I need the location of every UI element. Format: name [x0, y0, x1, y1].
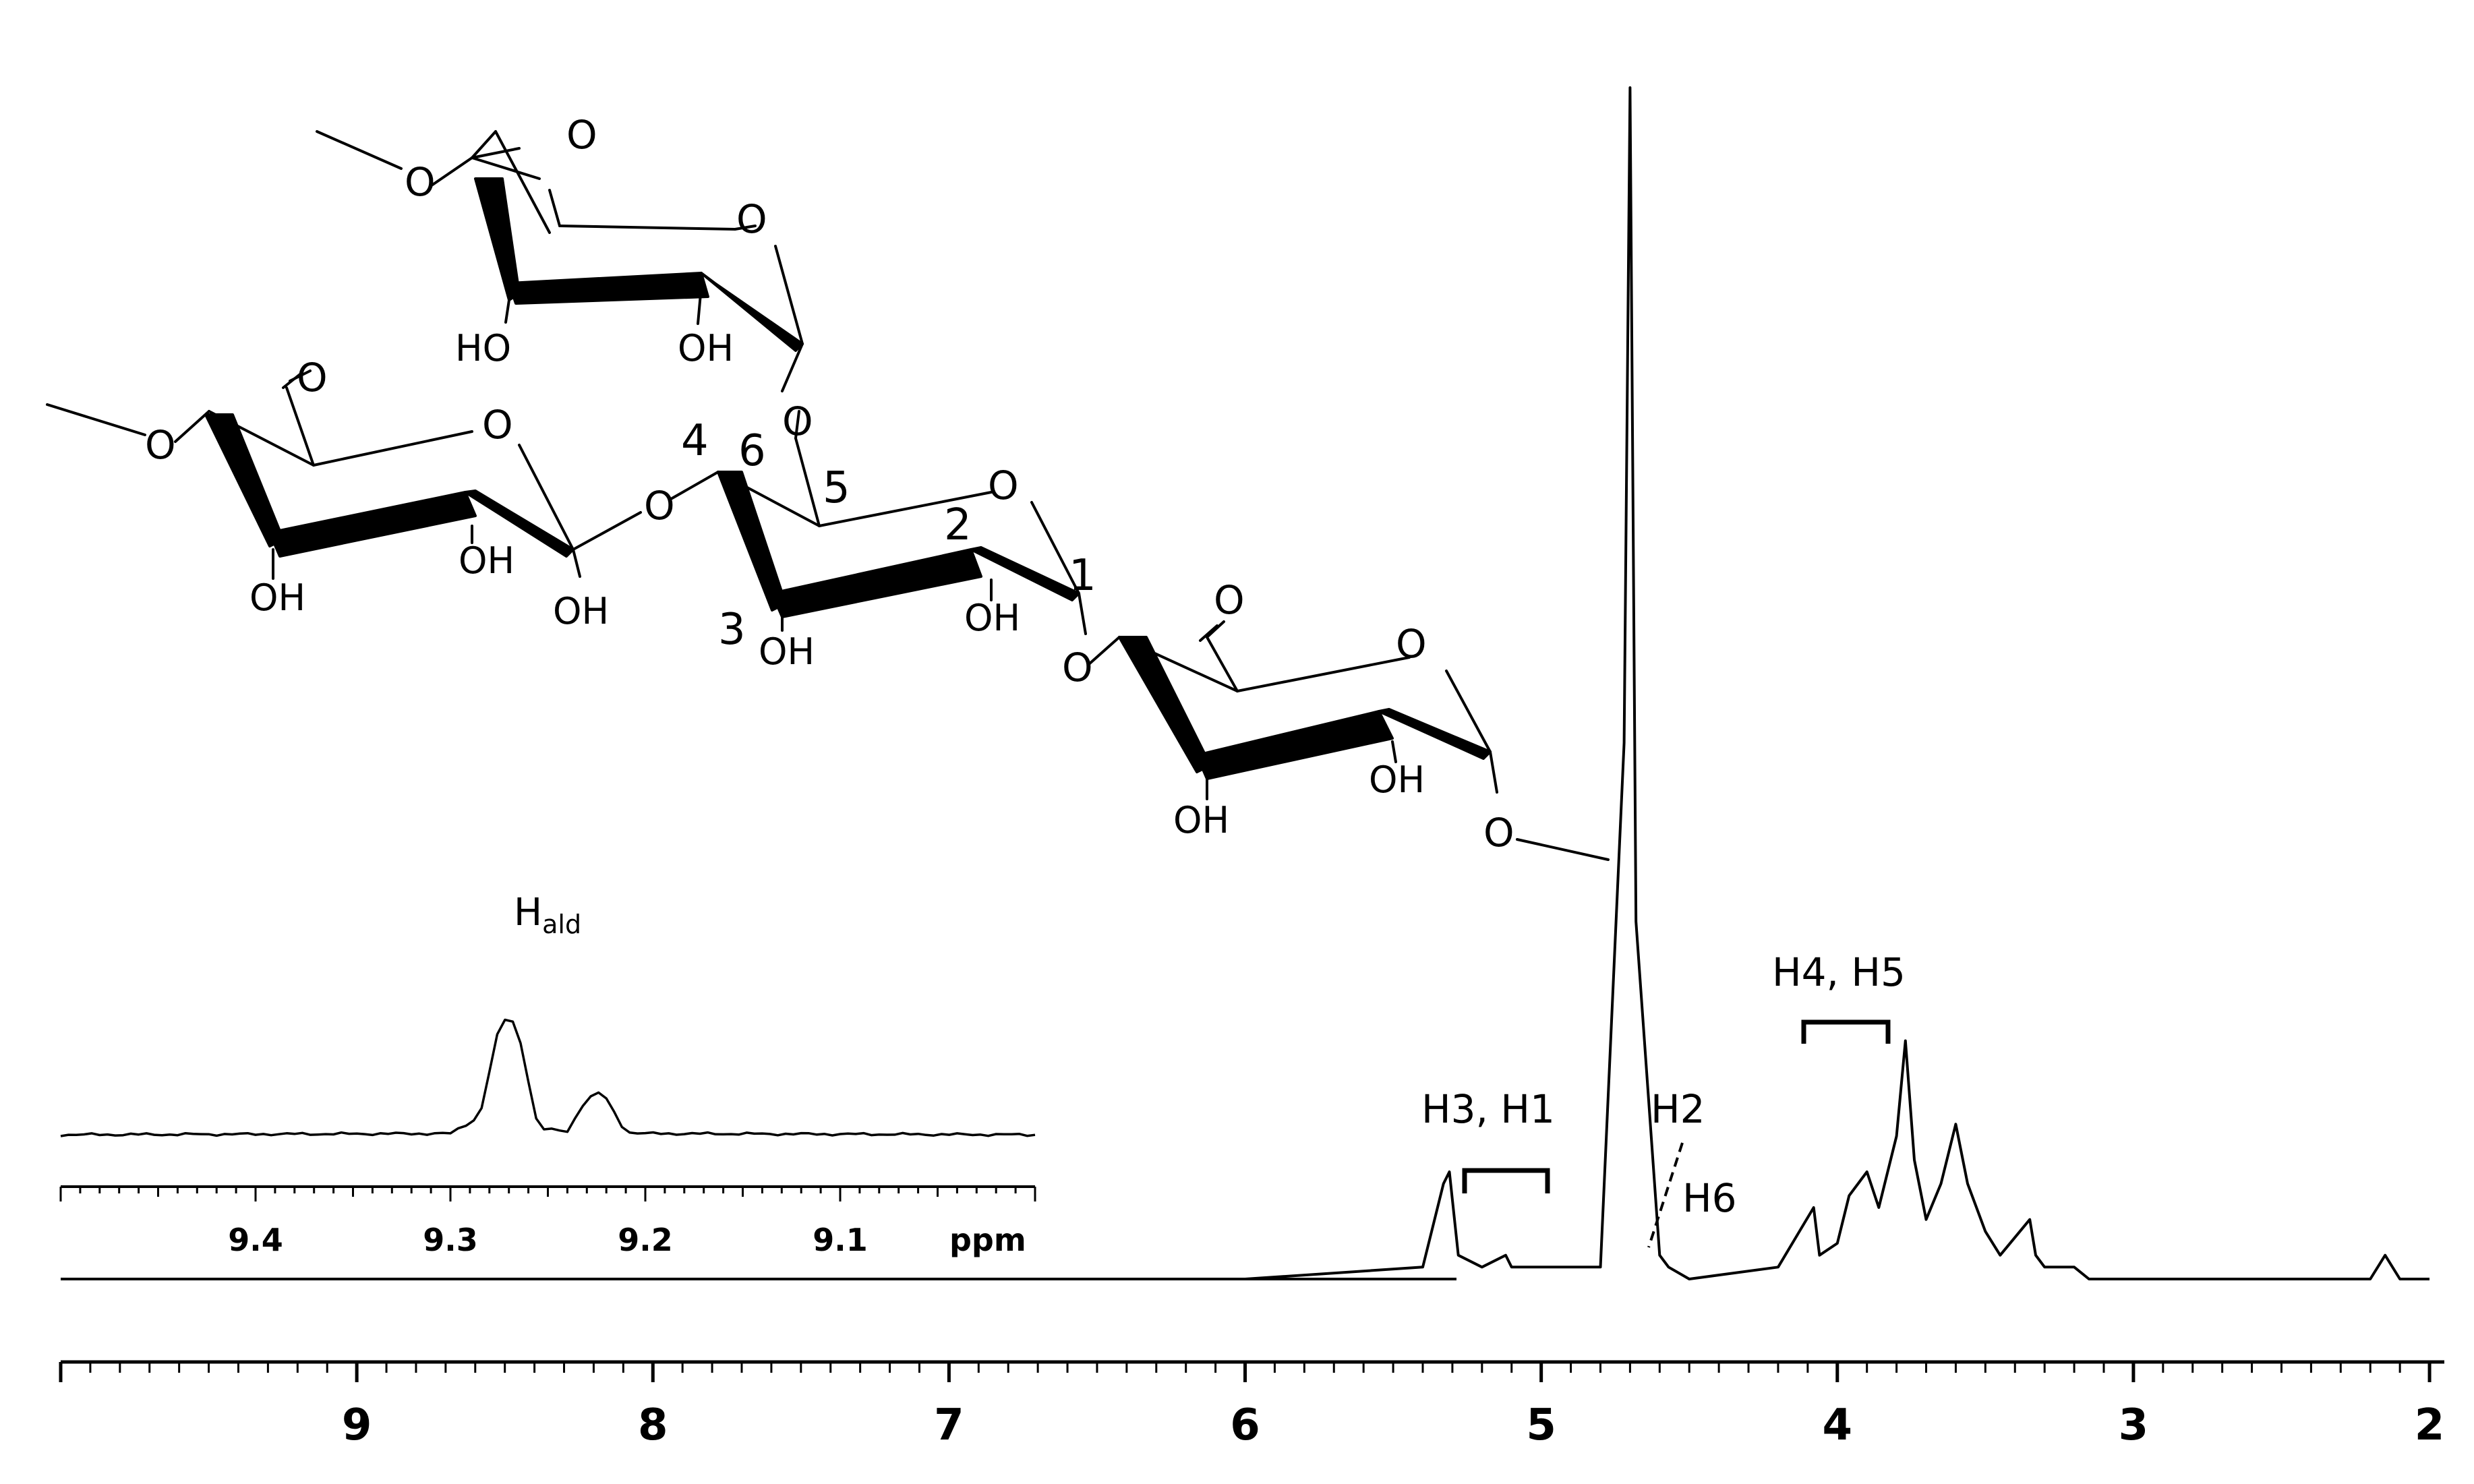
inset-tick-label: 9.1 [813, 1222, 868, 1258]
main-spectrum-trace [357, 86, 2429, 1280]
svg-text:3: 3 [718, 605, 746, 655]
svg-text:O: O [736, 196, 767, 242]
atom-labels: O O O HO OH O O O O O OH OH OH O OH OH O… [145, 112, 1514, 856]
svg-text:O: O [1062, 645, 1093, 690]
main-tick-label: 5 [1526, 1400, 1556, 1450]
svg-text:O: O [1483, 810, 1514, 856]
svg-text:OH: OH [1173, 799, 1229, 841]
svg-text:OH: OH [459, 539, 514, 582]
main-tick-labels: 9 8 7 6 5 4 3 2 [342, 1400, 2444, 1450]
inset-tick-label: 9.3 [423, 1222, 478, 1258]
main-x-axis [59, 1360, 2444, 1382]
ring-c [670, 410, 1087, 635]
svg-text:O: O [988, 463, 1019, 508]
inset-tick-label: 9.2 [618, 1222, 673, 1258]
svg-text:O: O [145, 422, 176, 468]
h2-h6-dashed-pointer [1647, 1142, 1684, 1248]
h4-h5-bracket [1801, 1019, 1891, 1044]
h3-h1-bracket [1462, 1168, 1550, 1193]
ring-a [316, 130, 804, 392]
main-tick-label: 3 [2119, 1400, 2149, 1450]
oligosaccharide-structure: O O O HO OH O O O O O OH OH OH O OH OH O… [46, 112, 1610, 861]
svg-text:O: O [482, 402, 513, 448]
inset-tick-label: 9.4 [228, 1222, 283, 1258]
h-ald-label: Hald [514, 891, 581, 939]
svg-text:OH: OH [964, 597, 1020, 639]
svg-text:O: O [566, 112, 597, 158]
svg-text:OH: OH [678, 327, 734, 369]
svg-text:5: 5 [823, 463, 850, 513]
inset-spectrum-trace [60, 1018, 1036, 1137]
svg-text:O: O [297, 355, 328, 400]
svg-text:O: O [405, 159, 436, 205]
svg-text:OH: OH [249, 576, 305, 619]
h2-label: H2 [1651, 1086, 1705, 1132]
svg-text:O: O [644, 483, 675, 529]
ring-d [1088, 620, 1610, 861]
svg-text:1: 1 [1069, 551, 1096, 601]
svg-text:OH: OH [553, 590, 609, 632]
main-tick-label: 6 [1230, 1400, 1260, 1450]
main-tick-label: 9 [342, 1400, 372, 1450]
h3-h1-label: H3, H1 [1421, 1086, 1555, 1132]
main-tick-label: 8 [638, 1400, 668, 1450]
svg-text:OH: OH [759, 630, 815, 673]
h4-h5-label: H4, H5 [1772, 949, 1906, 995]
inset-x-axis [59, 1187, 1036, 1201]
svg-text:O: O [1214, 577, 1245, 623]
inset-tick-labels: 9.4 9.3 9.2 9.1 [228, 1222, 868, 1258]
svg-text:O: O [782, 398, 813, 444]
ring-b [46, 369, 642, 580]
main-spectrum: 9 8 7 6 5 4 3 2 [59, 86, 2444, 1450]
svg-text:HO: HO [455, 327, 511, 369]
main-tick-label: 2 [2415, 1400, 2445, 1450]
main-tick-label: 7 [934, 1400, 964, 1450]
h6-label: H6 [1682, 1175, 1737, 1221]
main-tick-label: 4 [1823, 1400, 1853, 1450]
svg-text:OH: OH [1369, 759, 1425, 801]
carbon-numbers: 1 2 3 4 5 6 [681, 416, 1096, 655]
svg-text:4: 4 [681, 416, 709, 466]
svg-text:Hald: Hald [514, 891, 581, 939]
svg-text:2: 2 [944, 500, 972, 550]
inset-axis-unit: ppm [949, 1222, 1026, 1258]
inset-spectrum: 9.4 9.3 9.2 9.1 ppm [59, 1018, 1036, 1258]
svg-text:O: O [1396, 621, 1427, 667]
svg-text:6: 6 [738, 426, 766, 476]
